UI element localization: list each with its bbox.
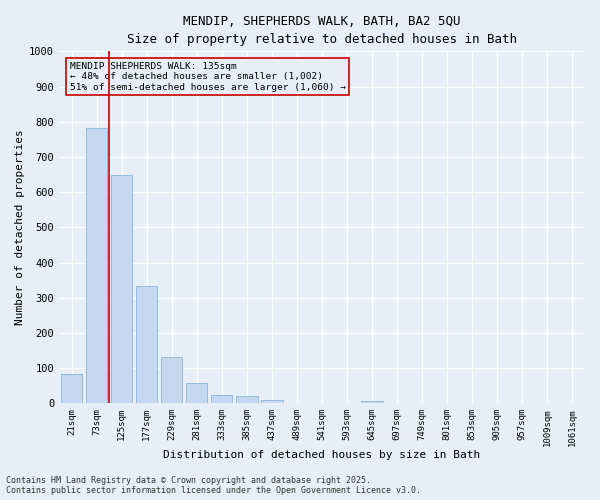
Bar <box>136 286 157 404</box>
Y-axis label: Number of detached properties: Number of detached properties <box>15 130 25 325</box>
Bar <box>236 396 257 404</box>
Bar <box>61 374 82 404</box>
Title: MENDIP, SHEPHERDS WALK, BATH, BA2 5QU
Size of property relative to detached hous: MENDIP, SHEPHERDS WALK, BATH, BA2 5QU Si… <box>127 15 517 46</box>
Text: MENDIP SHEPHERDS WALK: 135sqm
← 48% of detached houses are smaller (1,002)
51% o: MENDIP SHEPHERDS WALK: 135sqm ← 48% of d… <box>70 62 346 92</box>
Bar <box>186 383 208 404</box>
Text: Contains HM Land Registry data © Crown copyright and database right 2025.
Contai: Contains HM Land Registry data © Crown c… <box>6 476 421 495</box>
Bar <box>211 394 232 404</box>
Bar <box>261 400 283 404</box>
Bar <box>161 356 182 404</box>
Bar <box>361 400 383 404</box>
X-axis label: Distribution of detached houses by size in Bath: Distribution of detached houses by size … <box>163 450 481 460</box>
Bar <box>111 175 132 404</box>
Bar <box>86 128 107 404</box>
